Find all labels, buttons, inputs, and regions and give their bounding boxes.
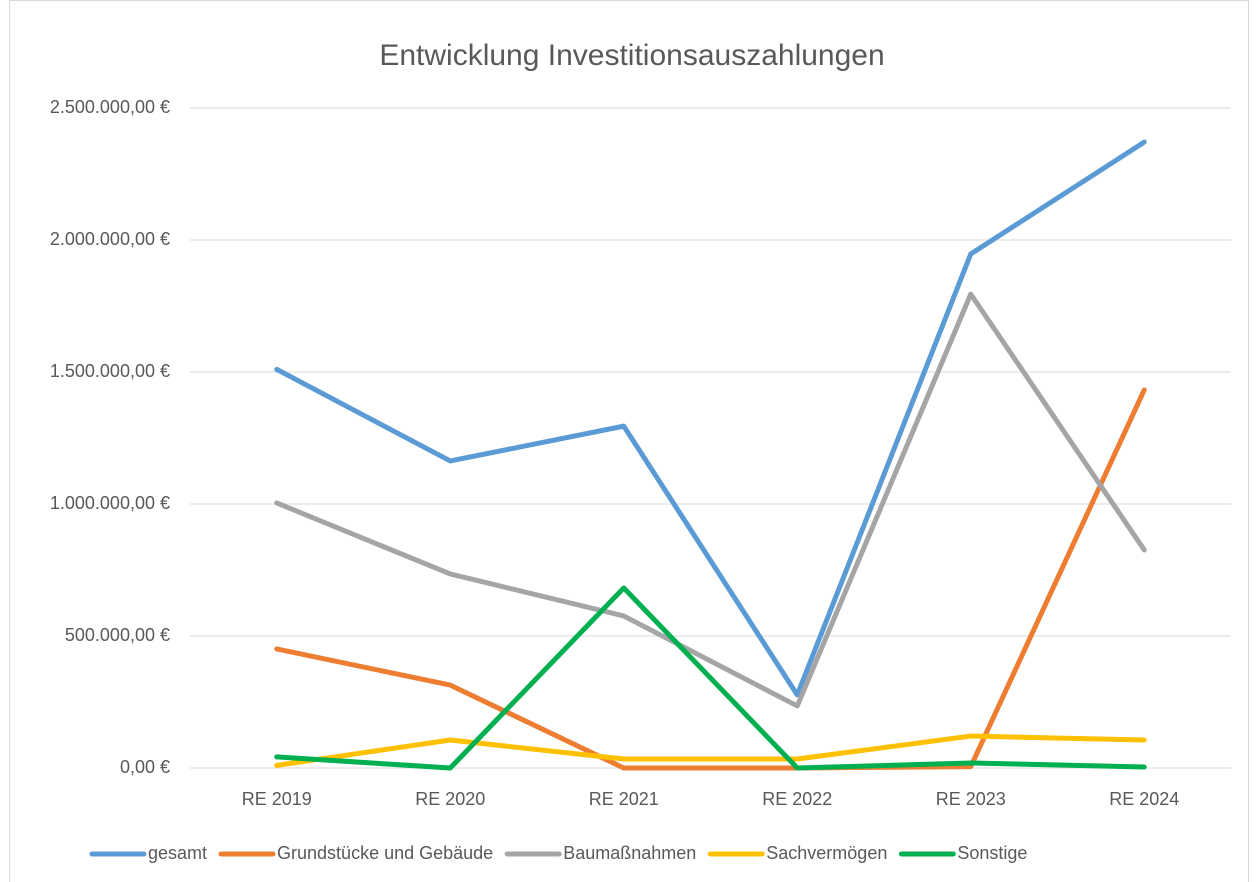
legend-label: Baumaßnahmen — [563, 843, 696, 863]
y-tick-label: 500.000,00 € — [65, 625, 170, 645]
y-tick-label: 2.000.000,00 € — [50, 229, 170, 249]
x-tick-label: RE 2021 — [589, 789, 659, 809]
chart-frame — [9, 0, 1249, 882]
y-tick-label: 1.000.000,00 € — [50, 493, 170, 513]
chart-title: Entwicklung Investitionsauszahlungen — [379, 39, 884, 72]
y-tick-label: 2.500.000,00 € — [50, 97, 170, 117]
x-tick-label: RE 2024 — [1109, 789, 1179, 809]
legend-label: Grundstücke und Gebäude — [277, 843, 493, 863]
series-line — [274, 733, 1147, 768]
y-tick-label: 1.500.000,00 € — [50, 361, 170, 381]
legend-label: gesamt — [148, 843, 207, 863]
x-tick-label: RE 2023 — [936, 789, 1006, 809]
series-line — [274, 139, 1147, 698]
x-tick-label: RE 2020 — [415, 789, 485, 809]
series-line — [274, 387, 1147, 771]
series-line — [274, 291, 1147, 709]
x-tick-label: RE 2022 — [762, 789, 832, 809]
x-tick-label: RE 2019 — [242, 789, 312, 809]
legend-label: Sachvermögen — [766, 843, 887, 863]
legend-label: Sonstige — [957, 843, 1027, 863]
y-tick-label: 0,00 € — [120, 757, 170, 777]
series-line — [274, 585, 1147, 771]
